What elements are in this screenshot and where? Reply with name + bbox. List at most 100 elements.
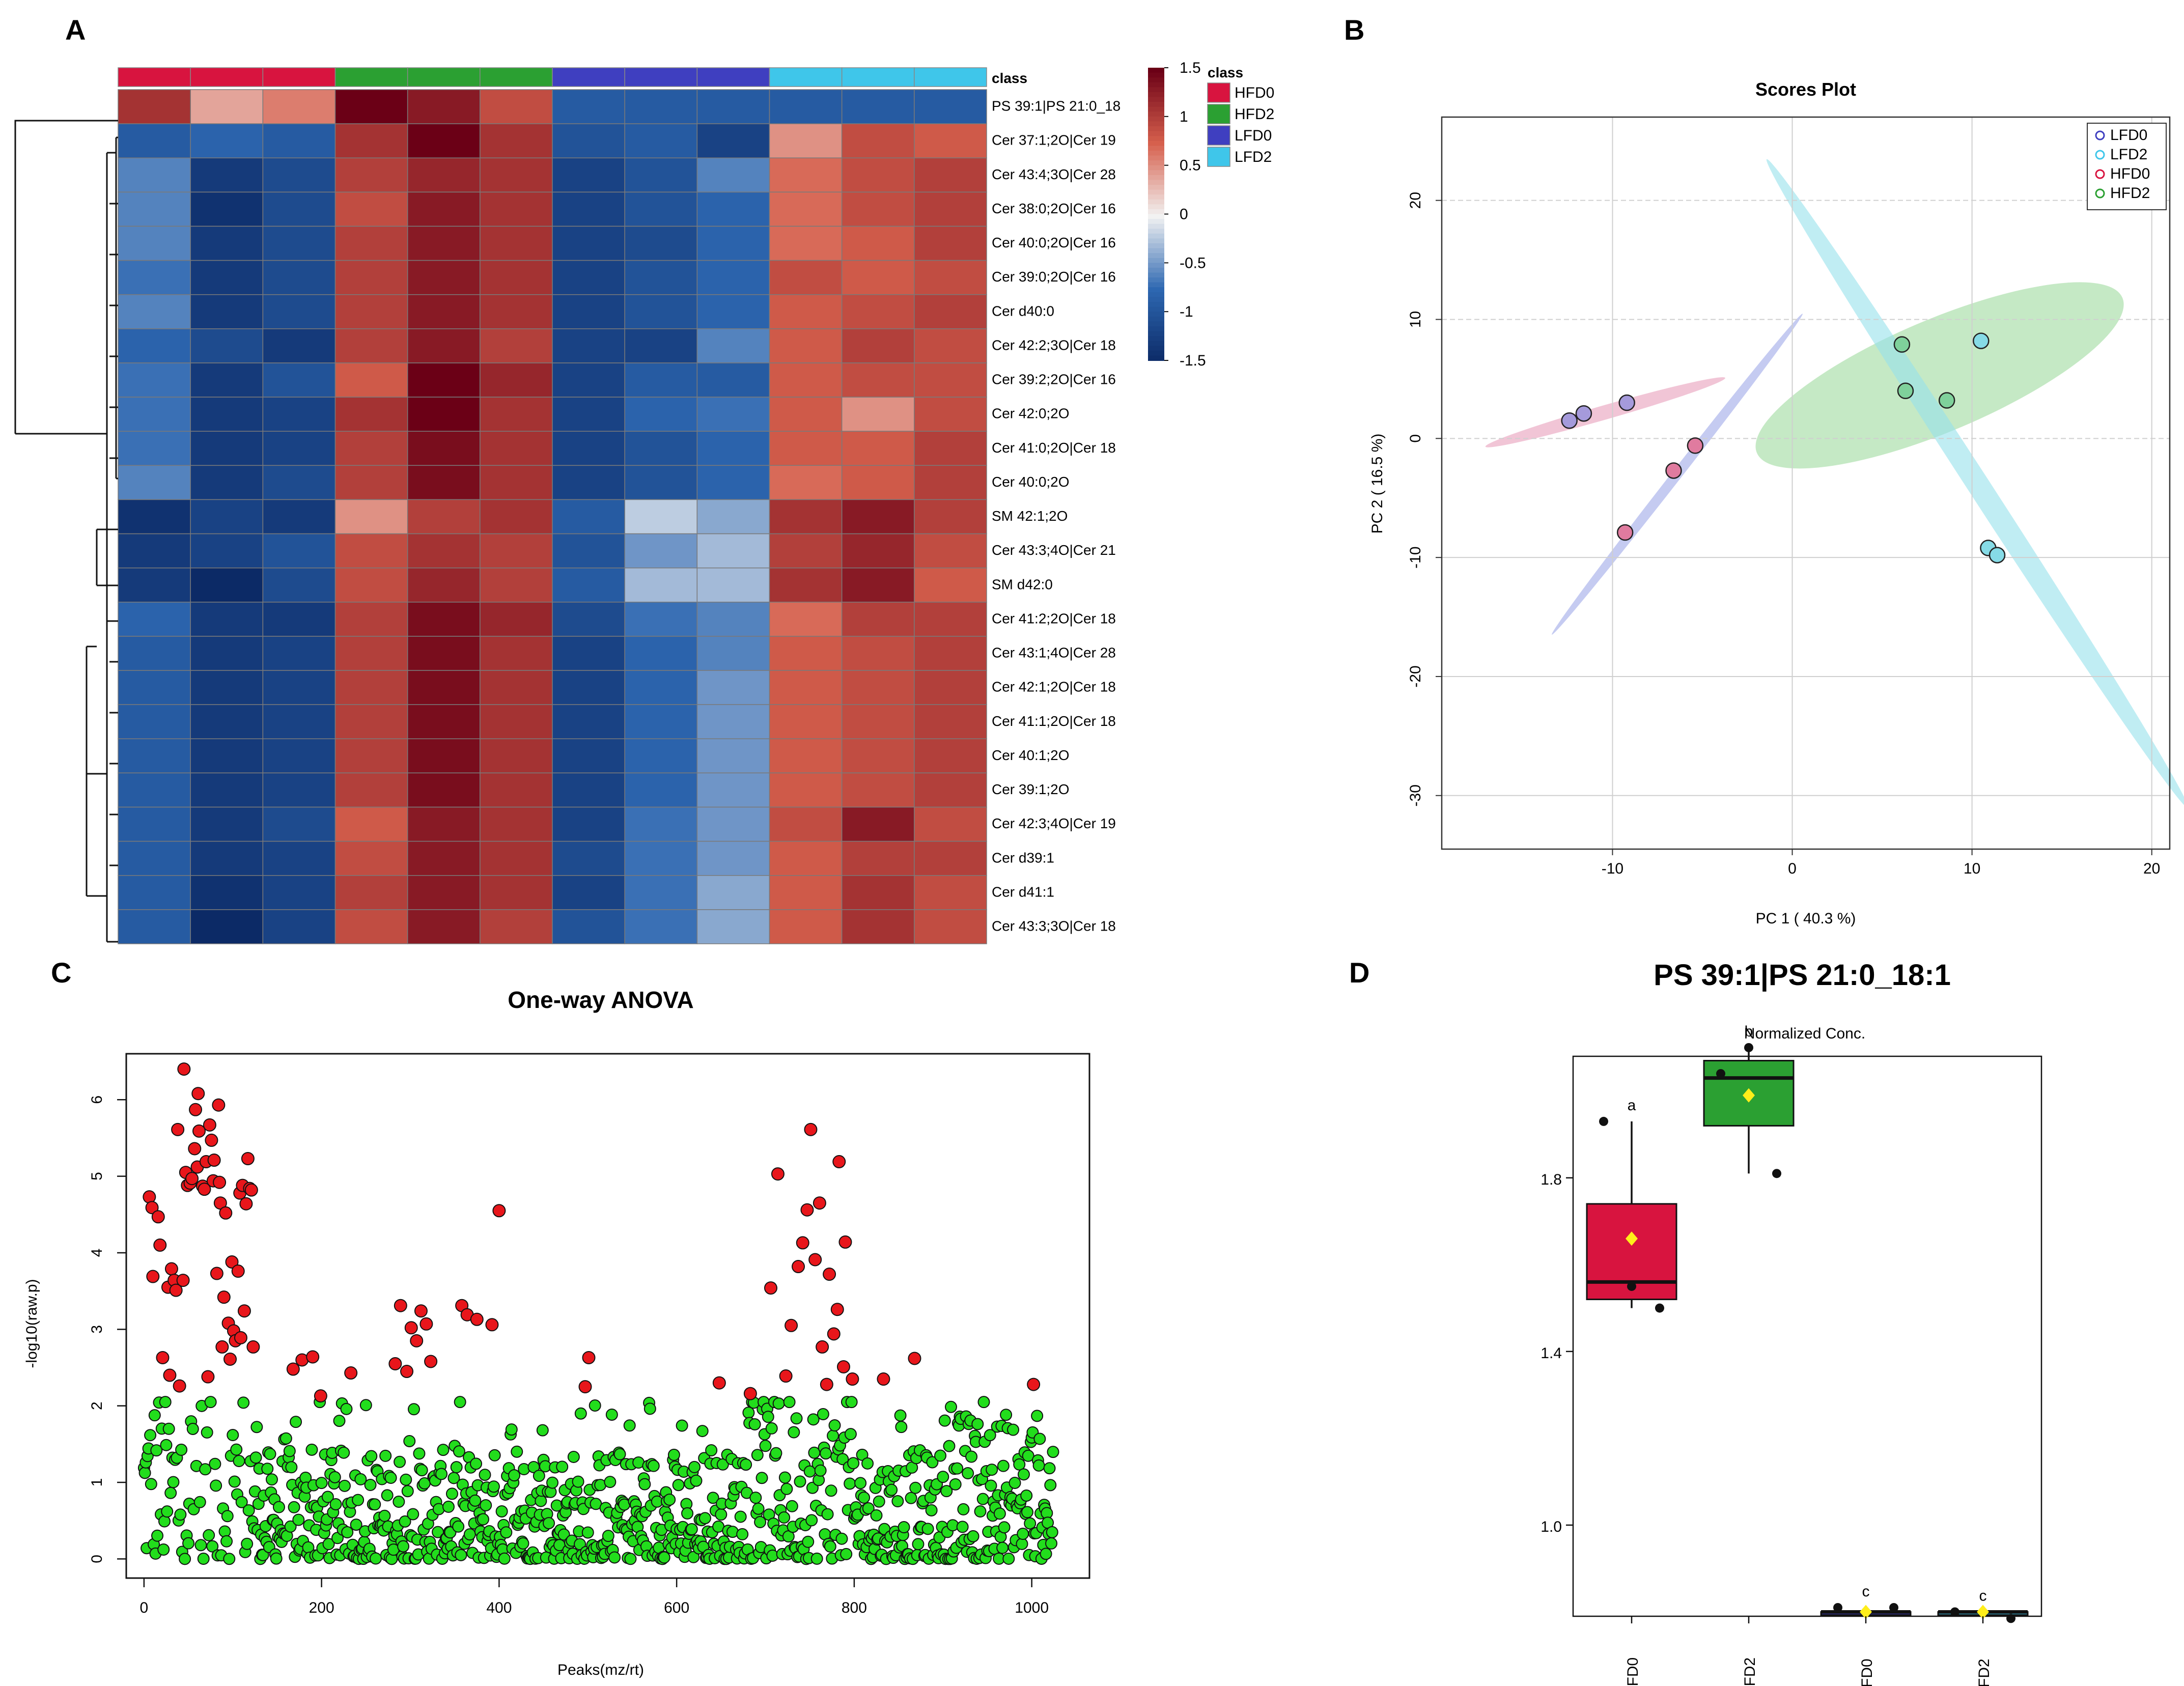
feature-point-nonsignificant [802, 1535, 815, 1548]
feature-point-significant [143, 1190, 156, 1204]
heatmap-cell [407, 875, 481, 910]
x-tick-label: 0 [140, 1599, 149, 1616]
x-tick-label: HFD0 [1625, 1657, 1641, 1686]
heatmap-cell [334, 875, 408, 910]
panel-label-d: D [1349, 957, 1369, 989]
y-tick-label: -10 [1407, 546, 1424, 568]
heatmap-cell [262, 636, 336, 671]
color-scale-tick-label: 1.5 [1180, 60, 1201, 76]
lfd2-ellipse [1766, 159, 2184, 808]
feature-point-nonsignificant [1031, 1410, 1044, 1422]
heatmap-row-label: Cer 43:4;3O|Cer 28 [992, 166, 1116, 182]
feature-point-significant [838, 1235, 852, 1249]
heatmap-cell [334, 260, 408, 295]
heatmap-cell [334, 840, 408, 876]
heatmap-row-label: Cer 42:3;4O|Cer 19 [992, 816, 1116, 831]
heatmap-cell [118, 226, 191, 261]
color-scale-step [1148, 97, 1164, 103]
feature-point-nonsignificant [778, 1511, 791, 1524]
heatmap-cell [914, 157, 987, 193]
feature-point-nonsignificant [338, 1446, 350, 1459]
feature-point-nonsignificant [175, 1443, 188, 1456]
feature-point-nonsignificant [1002, 1552, 1015, 1565]
panel-label-b: B [1344, 14, 1364, 46]
heatmap-cell [407, 123, 481, 158]
feature-point-nonsignificant [754, 1516, 767, 1529]
feature-point-nonsignificant [230, 1443, 243, 1456]
feature-point-nonsignificant [450, 1461, 463, 1474]
feature-point-nonsignificant [407, 1508, 419, 1521]
heatmap-cell [841, 465, 915, 500]
heatmap-cell [262, 123, 336, 158]
feature-point-nonsignificant [518, 1463, 530, 1476]
heatmap-cell [914, 431, 987, 466]
y-tick-label: 1.8 [1541, 1171, 1562, 1188]
feature-point-nonsignificant [667, 1448, 680, 1461]
feature-point-nonsignificant [151, 1529, 164, 1542]
x-tick-label: 800 [842, 1599, 867, 1616]
heatmap-cell [190, 499, 264, 535]
feature-point-significant [173, 1379, 186, 1393]
feature-point-nonsignificant [845, 1396, 858, 1409]
heatmap-cell [841, 636, 915, 671]
feature-point-significant [764, 1281, 777, 1295]
feature-point-nonsignificant [242, 1504, 255, 1516]
feature-point-significant [239, 1197, 253, 1211]
color-scale-step [1148, 175, 1164, 181]
heatmap-cell [190, 431, 264, 466]
heatmap-row-label: Cer 39:2;2O|Cer 16 [992, 372, 1116, 387]
feature-point-significant [201, 1370, 215, 1384]
heatmap-cell [552, 636, 625, 671]
heatmap-cell [624, 499, 698, 535]
feature-point-nonsignificant [925, 1504, 938, 1516]
feature-point-nonsignificant [546, 1476, 559, 1489]
class-bar-cell [624, 67, 698, 87]
heatmap-cell [769, 670, 843, 705]
heatmap-cell [407, 533, 481, 569]
heatmap-cell [624, 328, 698, 363]
feature-point-nonsignificant [844, 1428, 857, 1441]
feature-point-significant [231, 1264, 245, 1278]
heatmap-cell [262, 431, 336, 466]
feature-point-nonsignificant [445, 1487, 458, 1500]
heatmap-row-label: Cer 40:0;2O [992, 474, 1070, 490]
sample-point [1744, 1043, 1753, 1052]
heatmap-cell [334, 567, 408, 603]
color-scale-step [1148, 131, 1164, 137]
heatmap-cell [841, 670, 915, 705]
heatmap-cell [624, 226, 698, 261]
score-point-hfd0 [1665, 462, 1682, 479]
heatmap-cell [552, 465, 625, 500]
feature-point-nonsignificant [399, 1515, 411, 1528]
heatmap-cell [407, 806, 481, 842]
class-legend-swatch [1207, 82, 1230, 103]
heatmap-cell [914, 362, 987, 398]
heatmap-cell [841, 738, 915, 774]
heatmap-cell [914, 226, 987, 261]
y-tick-label: 0 [1407, 434, 1424, 443]
feature-point-nonsignificant [786, 1500, 798, 1512]
heatmap-row-label: Cer 41:1;2O|Cer 18 [992, 713, 1116, 729]
heatmap-cell [769, 533, 843, 569]
color-scale-step [1148, 204, 1164, 210]
color-scale-step [1148, 160, 1164, 166]
heatmap-cell [696, 670, 770, 705]
color-scale-step [1148, 150, 1164, 156]
feature-point-nonsignificant [161, 1505, 174, 1518]
feature-point-nonsignificant [159, 1396, 172, 1409]
heatmap-cell [841, 123, 915, 158]
color-scale-step [1148, 116, 1164, 122]
heatmap-cell [480, 191, 553, 227]
heatmap-cell [624, 806, 698, 842]
feature-point-significant [414, 1304, 428, 1318]
feature-point-nonsignificant [643, 1402, 656, 1415]
feature-point-nonsignificant [687, 1551, 700, 1563]
class-bar-cell [118, 67, 191, 87]
color-scale-step [1148, 165, 1164, 171]
chart-title: Scores Plot [1755, 79, 1856, 100]
feature-point-nonsignificant [194, 1539, 207, 1552]
significance-letter: c [1979, 1587, 1987, 1604]
color-scale-step [1148, 292, 1164, 298]
class-bar-cell [552, 67, 625, 87]
heatmap-cell [914, 772, 987, 808]
